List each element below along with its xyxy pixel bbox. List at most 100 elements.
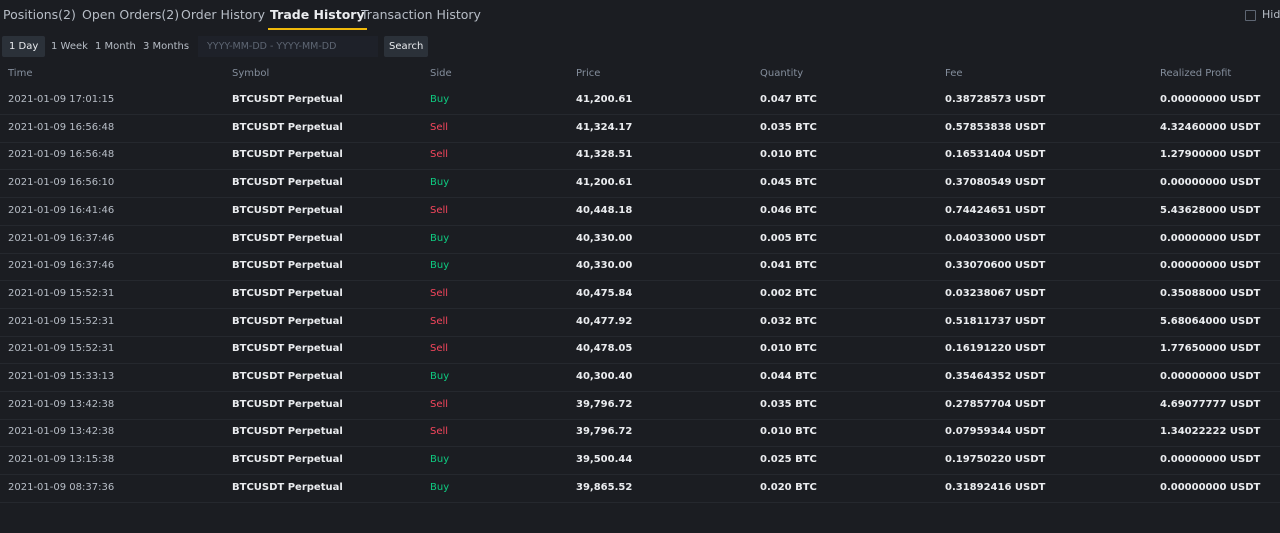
row-separator <box>0 197 1280 199</box>
column-header: Fee <box>945 68 963 79</box>
realized-profit-cell: 1.34022222 USDT <box>1160 426 1261 438</box>
side-cell: Sell <box>430 121 449 133</box>
quantity-cell: 0.010 BTC <box>760 343 817 355</box>
symbol-cell: BTCUSDT Perpetual <box>232 260 343 272</box>
realized-profit-cell: 4.32460000 USDT <box>1160 121 1261 133</box>
side-cell: Buy <box>430 232 450 244</box>
symbol-cell: BTCUSDT Perpetual <box>232 426 343 438</box>
fee-cell: 0.33070600 USDT <box>945 260 1046 272</box>
fee-cell: 0.74424651 USDT <box>945 204 1046 216</box>
price-cell: 41,324.17 <box>576 121 633 133</box>
period-button[interactable]: 3 Months <box>143 41 190 52</box>
column-header: Quantity <box>760 68 804 79</box>
price-cell: 39,865.52 <box>576 481 633 493</box>
quantity-cell: 0.010 BTC <box>760 426 817 438</box>
side-cell: Buy <box>430 260 450 272</box>
fee-cell: 0.37080549 USDT <box>945 177 1046 189</box>
price-cell: 41,328.51 <box>576 149 633 161</box>
side-cell: Sell <box>430 149 449 161</box>
tab[interactable]: Positions(2) <box>3 7 76 22</box>
symbol-cell: BTCUSDT Perpetual <box>232 177 343 189</box>
tab[interactable]: Order History <box>181 7 265 22</box>
symbol-cell: BTCUSDT Perpetual <box>232 343 343 355</box>
price-cell: 40,448.18 <box>576 204 633 216</box>
time-cell: 2021-01-09 15:52:31 <box>8 343 115 355</box>
realized-profit-cell: 0.00000000 USDT <box>1160 454 1261 466</box>
quantity-cell: 0.047 BTC <box>760 94 817 105</box>
fee-cell: 0.51811737 USDT <box>945 315 1046 327</box>
date-range-input[interactable]: YYYY-MM-DD - YYYY-MM-DD <box>198 36 378 57</box>
time-cell: 2021-01-09 16:41:46 <box>8 204 115 216</box>
column-header: Time <box>8 68 33 79</box>
time-cell: 2021-01-09 13:42:38 <box>8 426 115 438</box>
symbol-cell: BTCUSDT Perpetual <box>232 315 343 327</box>
time-cell: 2021-01-09 08:37:36 <box>8 481 115 493</box>
symbol-cell: BTCUSDT Perpetual <box>232 232 343 244</box>
price-cell: 39,500.44 <box>576 454 633 466</box>
tab[interactable]: Open Orders(2) <box>82 7 180 22</box>
period-button[interactable]: 1 Month <box>95 41 136 52</box>
row-separator <box>0 141 1280 143</box>
quantity-cell: 0.005 BTC <box>760 232 817 244</box>
realized-profit-cell: 1.27900000 USDT <box>1160 149 1261 161</box>
side-cell: Buy <box>430 454 450 466</box>
price-cell: 40,477.92 <box>576 315 633 327</box>
row-separator <box>0 307 1280 309</box>
realized-profit-cell: 0.00000000 USDT <box>1160 481 1261 493</box>
hide-label[interactable]: Hid <box>1262 8 1280 21</box>
quantity-cell: 0.045 BTC <box>760 177 817 189</box>
fee-cell: 0.16531404 USDT <box>945 149 1046 161</box>
fee-cell: 0.31892416 USDT <box>945 481 1046 493</box>
price-cell: 39,796.72 <box>576 426 633 438</box>
row-separator <box>0 446 1280 448</box>
column-header: Symbol <box>232 68 270 79</box>
side-cell: Sell <box>430 315 449 327</box>
quantity-cell: 0.046 BTC <box>760 204 817 216</box>
hide-checkbox[interactable] <box>1245 10 1256 21</box>
row-separator <box>0 363 1280 365</box>
realized-profit-cell: 0.00000000 USDT <box>1160 260 1261 272</box>
symbol-cell: BTCUSDT Perpetual <box>232 204 343 216</box>
fee-cell: 0.38728573 USDT <box>945 94 1046 105</box>
row-separator <box>0 169 1280 171</box>
time-cell: 2021-01-09 17:01:15 <box>8 94 115 105</box>
tab[interactable]: Transaction History <box>361 7 481 22</box>
price-cell: 40,330.00 <box>576 232 633 244</box>
side-cell: Sell <box>430 426 449 438</box>
quantity-cell: 0.041 BTC <box>760 260 817 272</box>
realized-profit-cell: 5.68064000 USDT <box>1160 315 1261 327</box>
quantity-cell: 0.002 BTC <box>760 287 817 299</box>
symbol-cell: BTCUSDT Perpetual <box>232 398 343 410</box>
realized-profit-cell: 0.00000000 USDT <box>1160 371 1261 382</box>
period-button[interactable]: 1 Week <box>51 41 88 52</box>
symbol-cell: BTCUSDT Perpetual <box>232 121 343 133</box>
symbol-cell: BTCUSDT Perpetual <box>232 287 343 299</box>
tab[interactable]: Trade History <box>270 7 365 22</box>
side-cell: Sell <box>430 287 449 299</box>
quantity-cell: 0.032 BTC <box>760 315 817 327</box>
row-separator <box>0 224 1280 226</box>
date-placeholder: YYYY-MM-DD - YYYY-MM-DD <box>207 41 337 52</box>
price-cell: 41,200.61 <box>576 94 633 105</box>
side-cell: Buy <box>430 177 450 189</box>
symbol-cell: BTCUSDT Perpetual <box>232 149 343 161</box>
search-button[interactable]: Search <box>384 36 429 57</box>
realized-profit-cell: 0.35088000 USDT <box>1160 287 1261 299</box>
side-cell: Sell <box>430 398 449 410</box>
side-cell: Buy <box>430 481 450 493</box>
realized-profit-cell: 0.00000000 USDT <box>1160 177 1261 189</box>
quantity-cell: 0.035 BTC <box>760 398 817 410</box>
quantity-cell: 0.044 BTC <box>760 371 817 382</box>
row-separator <box>0 391 1280 392</box>
price-cell: 40,475.84 <box>576 287 633 299</box>
side-cell: Buy <box>430 371 450 382</box>
period-button[interactable]: 1 Day <box>2 36 46 57</box>
price-cell: 40,330.00 <box>576 260 633 272</box>
row-separator <box>0 501 1280 503</box>
time-cell: 2021-01-09 15:33:13 <box>8 371 115 382</box>
quantity-cell: 0.010 BTC <box>760 149 817 161</box>
fee-cell: 0.04033000 USDT <box>945 232 1046 244</box>
column-header: Price <box>576 68 601 79</box>
column-header: Realized Profit <box>1160 68 1232 79</box>
